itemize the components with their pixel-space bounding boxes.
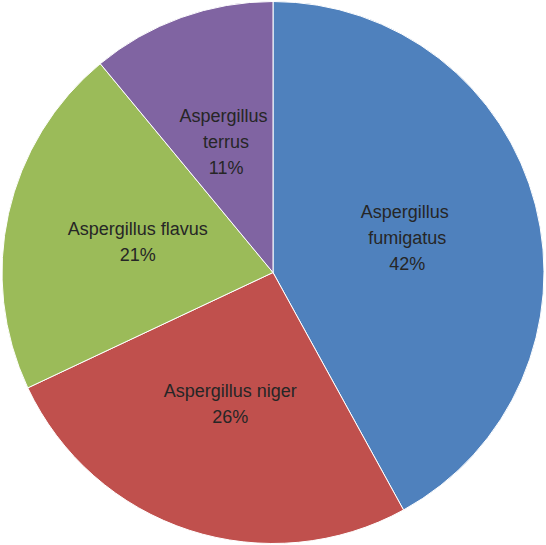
- svg-text:Aspergillus niger: Aspergillus niger: [164, 381, 297, 401]
- svg-text:terrus: terrus: [203, 132, 249, 152]
- svg-text:21%: 21%: [120, 245, 156, 265]
- svg-text:Aspergillus flavus: Aspergillus flavus: [68, 219, 208, 239]
- svg-text:26%: 26%: [212, 407, 248, 427]
- svg-text:Aspergillus: Aspergillus: [361, 202, 454, 222]
- svg-text:11%: 11%: [209, 158, 244, 178]
- svg-text:42%: 42%: [389, 254, 425, 274]
- svg-text:fumigatus: fumigatus: [368, 228, 446, 248]
- svg-text:Aspergillus: Aspergillus: [180, 106, 273, 126]
